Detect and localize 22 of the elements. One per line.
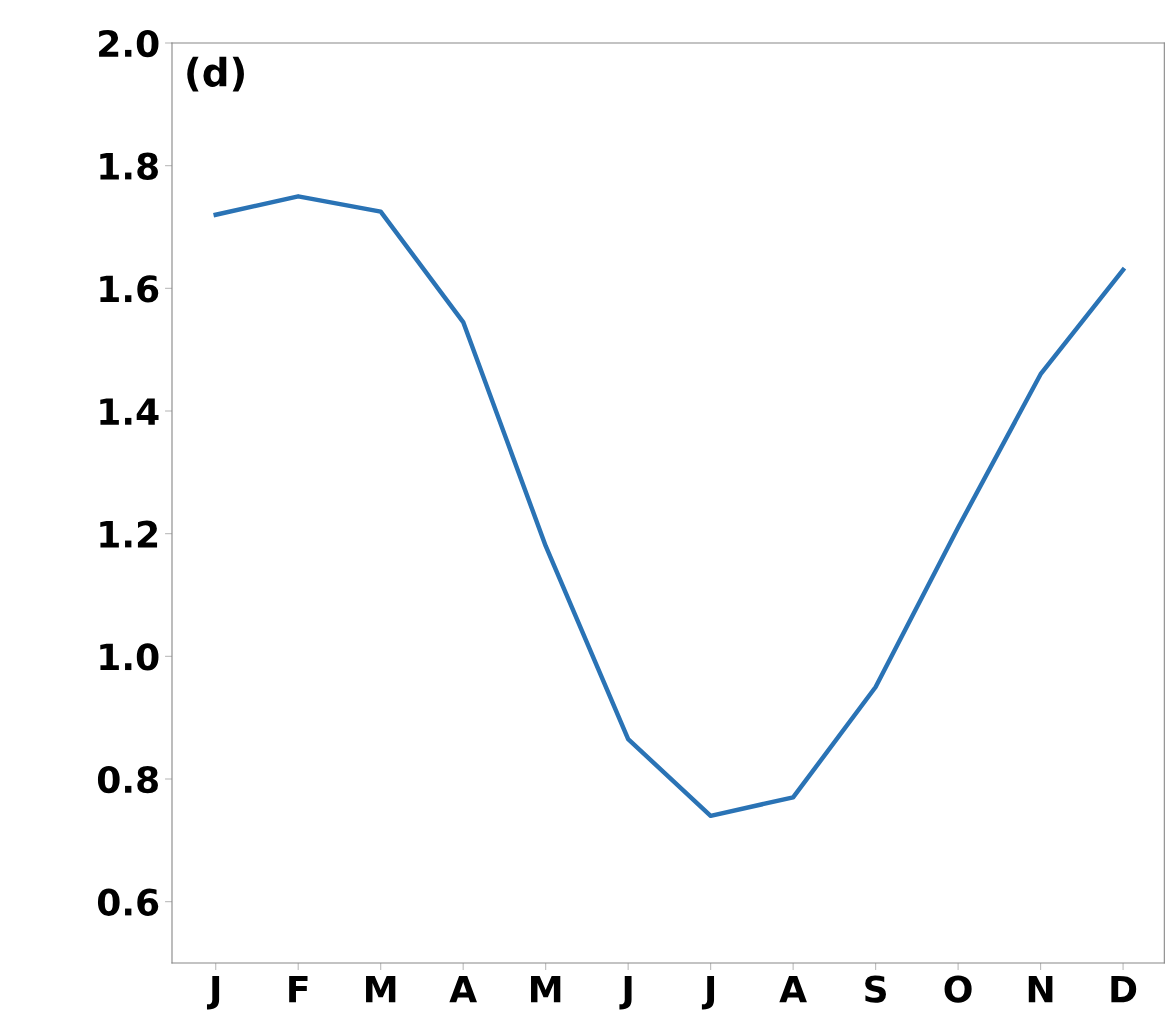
x-tick-label: O <box>944 975 972 1003</box>
x-tick-label: N <box>1028 975 1053 1003</box>
x-tick-label: M <box>366 975 396 1003</box>
x-tick-label: J <box>619 975 632 1010</box>
x-tick-label: S <box>865 975 886 1003</box>
line-series <box>213 194 1126 819</box>
y-tick-label: 1.2 <box>100 520 158 548</box>
x-tick-label: M <box>531 975 561 1003</box>
x-tick-label: J <box>701 975 715 1010</box>
annotation: (d) <box>187 56 244 92</box>
x-tick-label: A <box>779 975 807 1003</box>
y-tick-label: 1.4 <box>100 398 159 425</box>
y-tick-label: 0.8 <box>97 765 158 794</box>
x-tick-label: A <box>449 975 477 1003</box>
y-tick-label: 1.8 <box>100 152 158 180</box>
x-tick-label: F <box>289 975 308 1003</box>
x-tick-label: D <box>1111 975 1137 1003</box>
y-tick-label: 0.6 <box>97 888 159 916</box>
y-tick-label: 1.0 <box>100 643 159 671</box>
y-tick-label: 2.0 <box>99 29 159 58</box>
x-tick-label: J <box>206 975 220 1010</box>
y-tick-label: 1.6 <box>100 275 159 303</box>
